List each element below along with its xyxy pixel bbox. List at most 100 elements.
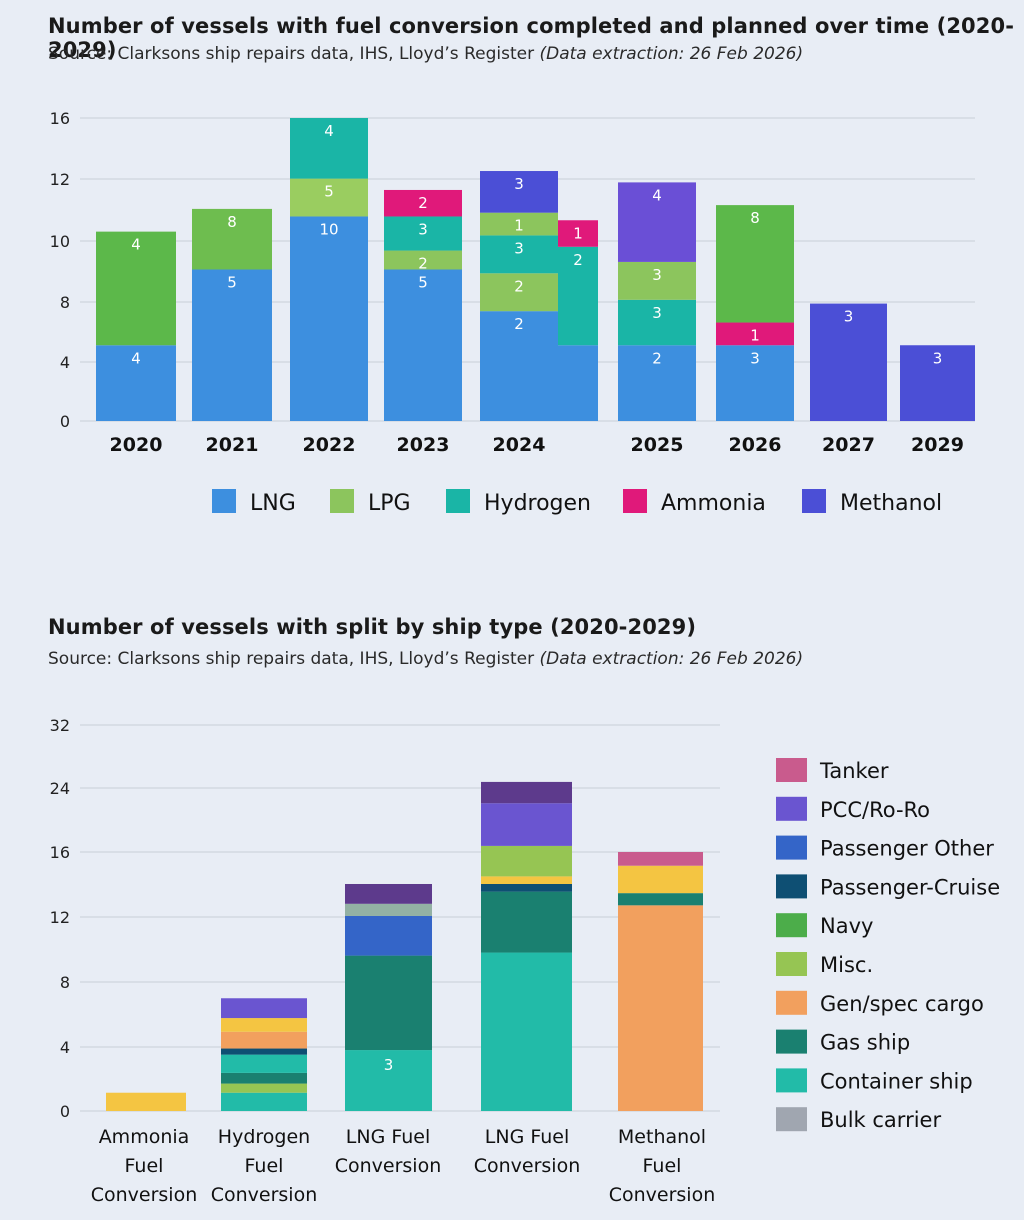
- bar-segment-methanol: [900, 345, 975, 421]
- y-tick-label: 4: [60, 1038, 70, 1057]
- legend-swatch-misc: [776, 952, 807, 976]
- bar-segment-navy: [192, 208, 272, 270]
- bar-segment-lng: [192, 269, 272, 421]
- bar-segment-misc: [481, 845, 572, 877]
- bar-segment-ammonia: [558, 220, 598, 247]
- bar-segment-gas-ship: [481, 891, 572, 953]
- x-tick-label: Methanol: [618, 1126, 706, 1148]
- legend-label-pcc-ro-ro: PCC/Ro-Ro: [820, 798, 930, 822]
- data-label: 8: [750, 209, 760, 227]
- data-label: 4: [652, 186, 662, 204]
- bar-segment-lng: [384, 269, 462, 421]
- bar-segment-container-ship: [221, 1054, 307, 1073]
- bar-segment-lpg: [480, 273, 558, 312]
- data-label: 2: [573, 251, 583, 269]
- x-tick-label: Conversion: [91, 1184, 198, 1206]
- bar-segment-ammonia: [384, 189, 462, 217]
- legend-label-misc: Misc.: [820, 953, 873, 977]
- data-label: 3: [933, 349, 943, 367]
- bar-segment-hydrogen: [290, 118, 368, 179]
- data-label: 1: [573, 224, 583, 242]
- y-tick-label: 32: [50, 716, 70, 735]
- data-label: 1: [750, 327, 760, 345]
- data-label: 3: [384, 1056, 394, 1074]
- x-tick-label: 2029: [911, 434, 964, 456]
- data-label: 3: [652, 304, 662, 322]
- x-tick-label: Fuel: [643, 1155, 682, 1177]
- bar-segment-other: [221, 1018, 307, 1032]
- chart2-source-text: Source: Clarksons ship repairs data, IHS…: [48, 649, 535, 669]
- legend-swatch-navy: [776, 913, 807, 938]
- bar-segment-methanol: [618, 182, 696, 262]
- bar-segment-methanol: [480, 171, 558, 213]
- legend-swatch-pcc-ro-ro: [776, 796, 807, 821]
- legend-swatch-passenger-cruise: [776, 874, 807, 899]
- bar-segment-other: [106, 1092, 186, 1111]
- bar-segment-lpg: [384, 250, 462, 270]
- x-tick-label: 2026: [729, 434, 782, 456]
- data-label: 4: [324, 122, 334, 140]
- data-label: 3: [844, 308, 854, 326]
- x-tick-label: LNG Fuel: [346, 1126, 430, 1148]
- legend-swatch-methanol: [802, 489, 826, 513]
- bar-segment-lpg: [480, 212, 558, 236]
- bar-segment-lng: [96, 345, 176, 421]
- legend-label-tanker: Tanker: [819, 759, 889, 783]
- legend-label-gen-spec-cargo: Gen/spec cargo: [820, 992, 984, 1016]
- legend-swatch-hydrogen: [446, 489, 470, 513]
- bar-segment-other: [618, 865, 703, 894]
- data-label: 2: [652, 349, 662, 367]
- data-label: 4: [131, 349, 141, 367]
- legend-swatch-lng: [212, 489, 236, 513]
- bar-segment-purple: [481, 781, 572, 804]
- legend-swatch-bulk-carrier: [776, 1107, 807, 1132]
- data-label: 3: [514, 239, 524, 257]
- y-tick-label: 10: [50, 232, 70, 251]
- chart2-title: Number of vessels with split by ship typ…: [48, 615, 697, 639]
- legend-label-lng: LNG: [250, 491, 296, 516]
- bar-segment-gas-ship: [618, 893, 703, 906]
- chart1-source-text: Source: Clarksons ship repairs data, IHS…: [48, 44, 535, 64]
- bar-segment-gas-ship: [221, 1072, 307, 1084]
- chart1-source-note: (Data extraction: 26 Feb 2026): [539, 44, 804, 64]
- x-tick-label: Conversion: [335, 1155, 442, 1177]
- data-label: 5: [418, 274, 428, 292]
- legend-label-container-ship: Container ship: [820, 1069, 973, 1093]
- legend-label-hydrogen: Hydrogen: [484, 491, 591, 516]
- legend-label-passenger-other: Passenger Other: [820, 837, 994, 861]
- bar-segment-purple: [345, 883, 432, 904]
- data-label: 2: [418, 194, 428, 212]
- data-label: 2: [418, 255, 428, 273]
- legend-swatch-passenger-other: [776, 835, 807, 860]
- x-tick-label: 2023: [397, 434, 450, 456]
- bar-segment-pcc-ro-ro: [221, 998, 307, 1019]
- y-tick-label: 16: [50, 109, 70, 128]
- data-label: 2: [514, 315, 524, 333]
- x-tick-label: Conversion: [609, 1184, 716, 1206]
- bar-segment-lng: [290, 216, 368, 421]
- bar-segment-pcc-ro-ro: [481, 803, 572, 846]
- x-tick-label: Fuel: [125, 1155, 164, 1177]
- bar-segment-container-ship: [221, 1092, 307, 1111]
- y-tick-label: 24: [50, 779, 70, 798]
- legend-label-ammonia: Ammonia: [661, 491, 766, 516]
- legend-swatch-tanker: [776, 758, 807, 782]
- legend-swatch-lpg: [330, 489, 354, 513]
- legend-label-gas-ship: Gas ship: [820, 1031, 910, 1055]
- data-label: 5: [227, 274, 237, 292]
- legend-swatch-container-ship: [776, 1068, 807, 1093]
- bar-segment-passenger-other: [345, 915, 432, 956]
- chart1-source: Source: Clarksons ship repairs data, IHS…: [48, 44, 803, 64]
- x-tick-label: 2024: [493, 434, 546, 456]
- x-tick-label: 2021: [206, 434, 259, 456]
- bar-segment-navy: [716, 205, 794, 323]
- bar-segment-other: [481, 876, 572, 884]
- data-label: 3: [652, 266, 662, 284]
- x-tick-label: Hydrogen: [218, 1126, 310, 1148]
- x-tick-label: 2020: [110, 434, 163, 456]
- x-tick-label: Conversion: [474, 1155, 581, 1177]
- bar-segment-methanol: [810, 303, 887, 421]
- bar-segment-lng: [480, 311, 558, 421]
- data-label: 5: [324, 183, 334, 201]
- x-tick-label: 2022: [303, 434, 356, 456]
